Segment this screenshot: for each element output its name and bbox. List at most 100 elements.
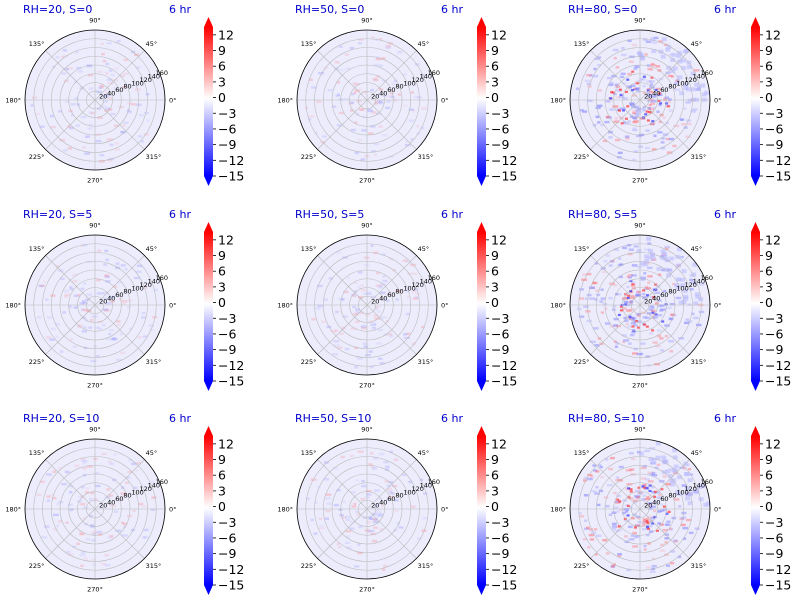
heatmap-cell [69, 126, 74, 130]
colorbar-tick-label: −6 [491, 326, 509, 341]
radial-tick-label: 40 [379, 498, 387, 506]
radial-tick-label: 160 [156, 274, 168, 282]
heatmap-cell [614, 138, 621, 142]
heatmap-cell [647, 98, 654, 101]
heatmap-cell [617, 553, 623, 556]
subplot-time-label: 6 hr [169, 3, 191, 16]
heatmap-cell [635, 293, 641, 296]
heatmap-cell [649, 305, 654, 309]
heatmap-cell [354, 346, 358, 350]
heatmap-cell [386, 292, 393, 296]
heatmap-cell [143, 528, 149, 532]
angular-grid-line [45, 459, 96, 510]
heatmap-cell [636, 320, 642, 323]
heatmap-cell [618, 109, 622, 112]
heatmap-cell [642, 75, 646, 78]
heatmap-cell [355, 320, 360, 324]
heatmap-cell [107, 81, 114, 85]
heatmap-cell [88, 326, 93, 329]
heatmap-cell [651, 471, 656, 475]
heatmap-cell [67, 503, 73, 506]
angular-grid-line [317, 255, 368, 306]
heatmap-cell [674, 82, 679, 85]
heatmap-cell [650, 485, 655, 489]
heatmap-cell [687, 492, 693, 497]
colorbar-top-extension [477, 17, 486, 27]
heatmap-cell [629, 488, 633, 491]
heatmap-cell [647, 515, 654, 519]
heatmap-cell [373, 314, 378, 317]
heatmap-cell [626, 78, 630, 81]
heatmap-cell [646, 364, 651, 367]
heatmap-cell [356, 512, 361, 516]
heatmap-cell [82, 473, 87, 477]
heatmap-cell [608, 467, 613, 471]
heatmap-cell [375, 57, 381, 61]
heatmap-cell [685, 496, 691, 501]
heatmap-cell [646, 236, 652, 241]
heatmap-cell [646, 119, 650, 122]
heatmap-cell [80, 551, 86, 554]
heatmap-cell [650, 107, 655, 111]
radial-tick-label: 100 [676, 79, 688, 87]
colorbar-tick-label: −6 [218, 530, 236, 545]
heatmap-cell [104, 553, 110, 557]
radial-tick-label: 160 [428, 69, 440, 77]
colorbar-tick-label: −15 [491, 169, 517, 184]
heatmap-cell [108, 329, 115, 332]
heatmap-cell [650, 122, 656, 125]
heatmap-cell [669, 562, 675, 565]
colorbar-top-extension [751, 17, 760, 27]
angle-label: 225° [574, 562, 590, 570]
heatmap-cell [664, 102, 668, 105]
heatmap-cell [660, 249, 666, 254]
heatmap-cell [385, 498, 390, 502]
heatmap-cell [683, 107, 687, 110]
heatmap-cell [36, 316, 42, 319]
heatmap-cell [656, 266, 662, 271]
heatmap-cell [374, 305, 380, 309]
heatmap-cell [646, 312, 652, 315]
heatmap-cell [387, 487, 392, 491]
heatmap-cell [96, 107, 102, 111]
heatmap-cell [344, 541, 351, 545]
heatmap-cell [648, 111, 652, 114]
heatmap-cell [369, 529, 375, 533]
heatmap-cell [583, 479, 588, 482]
heatmap-cell [586, 73, 593, 77]
heatmap-cell [648, 103, 652, 107]
heatmap-cell [642, 494, 647, 497]
angle-label: 180° [277, 302, 293, 310]
heatmap-cell [353, 82, 360, 86]
heatmap-cell [640, 477, 647, 480]
heatmap-cell [98, 327, 103, 331]
heatmap-cell [367, 109, 373, 113]
heatmap-cell [609, 260, 614, 263]
heatmap-cell [636, 290, 640, 294]
heatmap-cell [99, 105, 106, 108]
heatmap-cell [361, 327, 367, 330]
heatmap-cell [323, 298, 328, 301]
heatmap-cell [346, 276, 351, 280]
heatmap-cell [623, 339, 630, 342]
heatmap-cell [645, 533, 650, 537]
heatmap-cell [421, 517, 428, 520]
heatmap-cell [72, 545, 77, 548]
angular-grid-line [94, 99, 145, 150]
colorbar-tick-label: −6 [218, 326, 236, 341]
heatmap-cell [624, 303, 628, 306]
heatmap-cell [64, 470, 70, 474]
heatmap-cell [685, 101, 692, 104]
heatmap-cell [630, 322, 637, 325]
radial-tick-label: 20 [371, 298, 379, 306]
heatmap-cell [60, 277, 65, 281]
heatmap-cell [372, 77, 377, 81]
radial-tick-label: 120 [412, 485, 424, 493]
heatmap-cell [120, 264, 126, 267]
heatmap-cell [106, 488, 111, 491]
heatmap-cell [611, 565, 615, 568]
heatmap-cell [664, 533, 670, 536]
heatmap-cell [641, 485, 645, 488]
heatmap-cell [654, 362, 661, 366]
